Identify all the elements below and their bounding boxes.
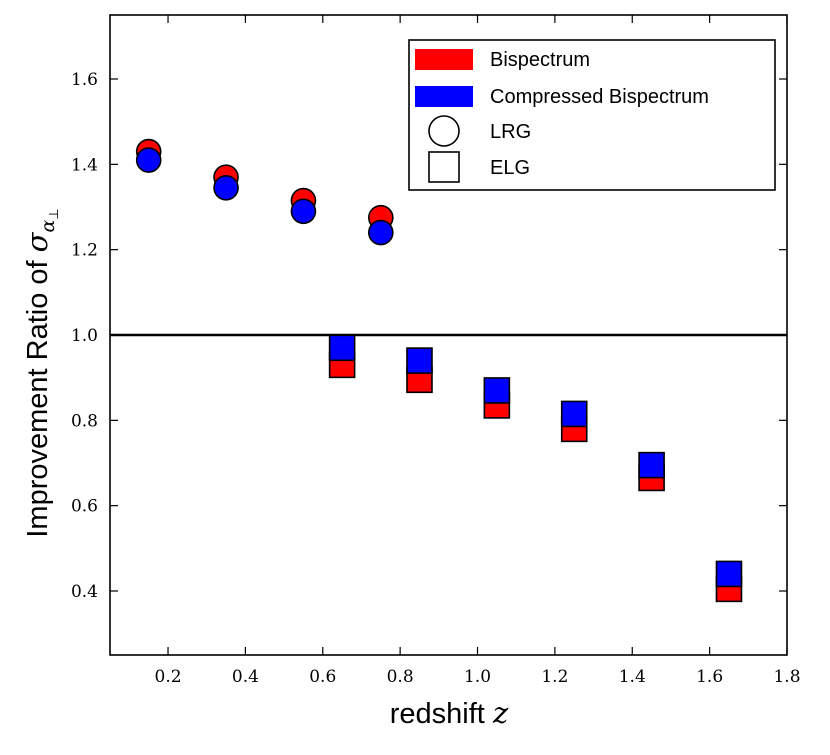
y-tick-label: 1.4: [71, 155, 98, 175]
legend-marker-square: [428, 151, 460, 183]
x-tick-label: 1.6: [696, 667, 723, 687]
point-lrg-compressed-2: [290, 198, 317, 225]
legend-label-1: Compressed Bispectrum: [490, 86, 709, 108]
point-elg-compressed-1: [406, 347, 433, 374]
legend-label-2: LRG: [490, 121, 531, 143]
legend: Bispectrum Compressed Bispectrum LRG ELG: [408, 39, 776, 191]
x-tick-label: 0.8: [387, 667, 414, 687]
point-lrg-compressed-1: [213, 175, 239, 201]
legend-marker-circle: [428, 115, 460, 147]
x-tick-label: 0.6: [309, 667, 336, 687]
x-tick-label: 0.4: [232, 667, 259, 687]
point-elg-compressed-2: [483, 377, 511, 404]
x-axis-label: redshift z: [390, 696, 509, 730]
point-elg-compressed-0: [328, 334, 356, 362]
point-lrg-compressed-0: [135, 147, 162, 173]
legend-label-3: ELG: [490, 157, 530, 179]
point-elg-compressed-5: [715, 560, 743, 588]
axis-ticks: 0.2 0.4 0.6 0.8 1.0 1.2 1.4 1.6 1.8 0.4 0.6 0.8 1.0 1…: [71, 15, 801, 687]
point-elg-compressed-3: [560, 400, 588, 428]
point-lrg-compressed-3: [367, 219, 394, 246]
x-tick-label: 1.2: [541, 667, 568, 687]
plot-area: [109, 14, 788, 656]
point-elg-compressed-4: [638, 451, 665, 479]
y-tick-label: 1.6: [71, 70, 98, 90]
legend-label-0: Bispectrum: [490, 49, 590, 71]
x-tick-label: 1.0: [464, 667, 491, 687]
y-tick-label: 1.2: [71, 241, 98, 261]
y-tick-label: 0.4: [71, 582, 98, 602]
x-tick-label: 1.4: [619, 667, 646, 687]
y-tick-label: 0.8: [71, 411, 98, 431]
y-tick-label: 1.0: [71, 326, 98, 346]
x-tick-label: 0.2: [155, 667, 182, 687]
x-tick-label: 1.8: [773, 667, 800, 687]
y-tick-label: 0.6: [71, 497, 98, 517]
legend-swatch-0: [415, 49, 473, 70]
y-axis-label: Improvement Ratio of σα⊥: [20, 208, 61, 537]
legend-swatch-1: [415, 86, 473, 107]
